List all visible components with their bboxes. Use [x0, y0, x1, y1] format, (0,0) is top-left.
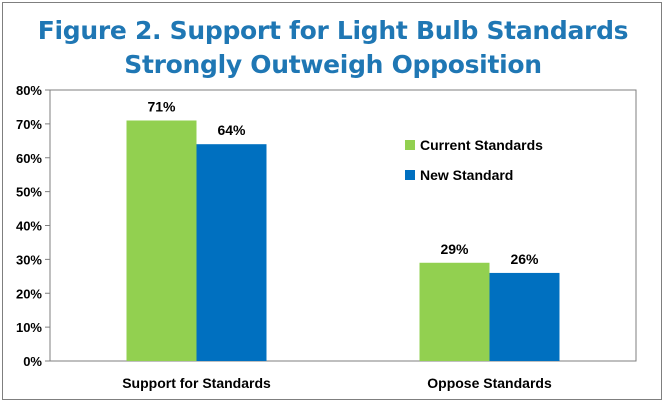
x-category-label: Support for Standards: [122, 375, 271, 391]
y-tick-label: 20%: [16, 286, 42, 301]
data-label: 64%: [217, 122, 246, 138]
bar-new-oppose: [489, 272, 560, 361]
y-tick-label: 80%: [16, 83, 42, 98]
y-tick-label: 40%: [16, 219, 42, 234]
bar-current-support: [126, 120, 197, 361]
legend-swatch: [405, 140, 415, 150]
x-axis: Support for Standards Oppose Standards: [122, 375, 552, 391]
bar-new-support: [196, 144, 267, 361]
legend: Current Standards New Standard: [405, 137, 543, 183]
y-tick-label: 50%: [16, 185, 42, 200]
data-label: 29%: [440, 241, 469, 257]
legend-swatch: [405, 170, 415, 180]
data-label: 26%: [510, 251, 539, 267]
legend-label: Current Standards: [420, 137, 543, 153]
y-tick-label: 0%: [23, 354, 42, 369]
chart-title-line-1: Figure 2. Support for Light Bulb Standar…: [37, 16, 629, 45]
chart-title-line-2: Strongly Outweigh Opposition: [124, 50, 542, 79]
bar-current-oppose: [419, 262, 490, 361]
y-tick-label: 70%: [16, 117, 42, 132]
data-label: 71%: [147, 98, 176, 114]
chart-title: Figure 2. Support for Light Bulb Standar…: [0, 14, 666, 82]
legend-label: New Standard: [420, 167, 513, 183]
bar-series: [126, 120, 560, 361]
y-tick-label: 30%: [16, 252, 42, 267]
y-tick-label: 10%: [16, 320, 42, 335]
y-axis: 0% 10% 20% 30% 40% 50% 60% 70% 80%: [16, 83, 50, 369]
data-labels: 71% 64% 29% 26%: [147, 98, 539, 266]
y-tick-label: 60%: [16, 151, 42, 166]
x-category-label: Oppose Standards: [427, 375, 552, 391]
